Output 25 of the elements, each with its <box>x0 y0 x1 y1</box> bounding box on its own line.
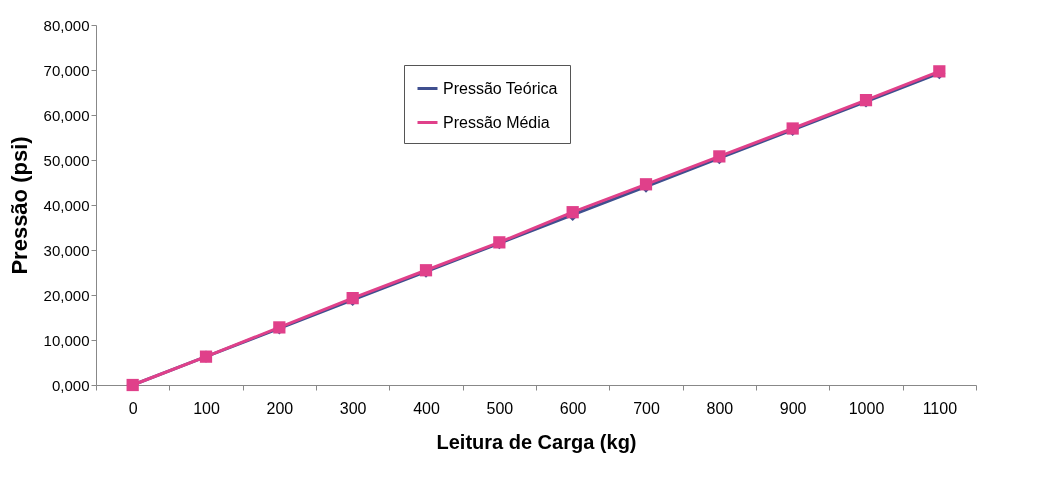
x-tick-label: 900 <box>779 399 807 417</box>
x-tick-label: 1100 <box>922 399 958 417</box>
x-tick-label: 300 <box>339 399 367 417</box>
x-tick-label: 600 <box>559 399 587 417</box>
y-tick-label: 0,000 <box>51 376 90 394</box>
x-tick-label: 0 <box>128 399 138 417</box>
x-tick-label: 200 <box>266 399 294 417</box>
y-tick-label: 60,000 <box>43 106 90 124</box>
x-tick-label: 400 <box>413 399 440 417</box>
y-tick-label: 40,000 <box>43 196 90 214</box>
x-tick-label: 1000 <box>848 399 885 417</box>
y-tick-label: 80,000 <box>43 16 90 34</box>
x-tick-label: 100 <box>193 399 220 417</box>
x-tick-label: 800 <box>706 399 734 417</box>
y-tick-label: 50,000 <box>43 151 90 169</box>
x-tick-label: 500 <box>486 399 514 417</box>
legend-label: Pressão Teórica <box>443 79 558 97</box>
x-tick-label: 700 <box>633 399 660 417</box>
x-axis-title: Leitura de Carga (kg) <box>436 430 637 453</box>
y-tick-label: 70,000 <box>43 61 90 79</box>
y-tick-label: 20,000 <box>43 286 90 304</box>
y-tick-label: 30,000 <box>43 241 90 259</box>
y-tick-label: 10,000 <box>43 331 90 349</box>
legend-label: Pressão Média <box>443 113 550 131</box>
y-axis-title: Pressão (psi) <box>6 136 32 275</box>
